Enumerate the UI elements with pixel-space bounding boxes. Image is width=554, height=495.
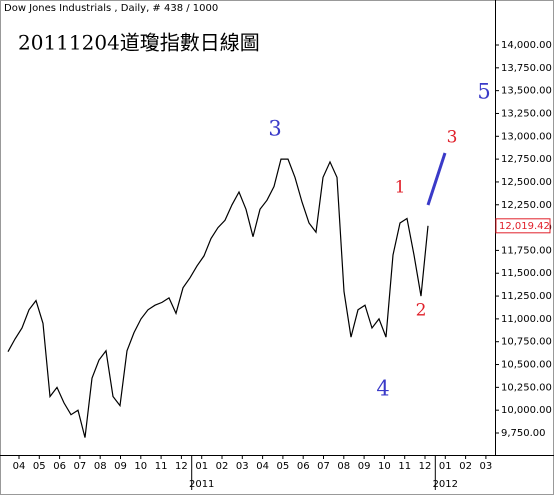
x-tick-label: 02 — [216, 461, 229, 472]
wave-label: 3 — [447, 128, 458, 148]
y-tick-label: 11,500.00 — [501, 268, 552, 279]
x-tick-label: 09 — [114, 461, 127, 472]
x-tick-label: 11 — [155, 461, 168, 472]
x-tick-label: 04 — [256, 461, 269, 472]
y-tick-label: 11,250.00 — [501, 291, 552, 302]
y-tick-label: 12,250.00 — [501, 200, 552, 211]
wave-label: 5 — [477, 80, 490, 104]
x-tick-label: 06 — [297, 461, 310, 472]
y-tick-label: 10,750.00 — [501, 337, 552, 348]
y-tick-label: 10,000.00 — [501, 405, 552, 416]
y-tick-label: 13,250.00 — [501, 108, 552, 119]
x-tick-label: 03 — [236, 461, 249, 472]
x-tick-label: 10 — [378, 461, 391, 472]
x-tick-label: 07 — [74, 461, 87, 472]
x-tick-label: 12 — [175, 461, 188, 472]
x-tick-label: 01 — [439, 461, 452, 472]
x-tick-label: 04 — [13, 461, 26, 472]
y-tick-label: 14,000.00 — [501, 40, 552, 51]
year-label: 2012 — [433, 479, 458, 490]
wave-label: 1 — [395, 178, 406, 198]
y-tick-label: 13,000.00 — [501, 131, 552, 142]
y-tick-label: 13,750.00 — [501, 63, 552, 74]
y-tick-label: 10,500.00 — [501, 360, 552, 371]
y-tick-label: 11,000.00 — [501, 314, 552, 325]
y-tick-label: 11,750.00 — [501, 245, 552, 256]
wave-label: 3 — [268, 117, 281, 141]
wave-label: 2 — [416, 301, 427, 321]
x-tick-label: 05 — [33, 461, 46, 472]
x-tick-label: 05 — [277, 461, 290, 472]
y-tick-label: 9,750.00 — [501, 428, 546, 439]
y-tick-label: 12,500.00 — [501, 177, 552, 188]
x-tick-label: 08 — [94, 461, 107, 472]
y-tick-label: 12,750.00 — [501, 154, 552, 165]
x-tick-label: 08 — [337, 461, 350, 472]
x-tick-label: 12 — [419, 461, 432, 472]
x-tick-label: 01 — [195, 461, 208, 472]
y-tick-label: 10,250.00 — [501, 382, 552, 393]
header: Dow Jones Industrials , Daily, # 438 / 1… — [4, 3, 218, 14]
x-tick-label: 06 — [53, 461, 66, 472]
chart-title: 20111204道瓊指數日線圖 — [18, 31, 260, 55]
price-line — [7, 158, 429, 438]
x-tick-label: 03 — [480, 461, 493, 472]
y-tick-label: 13,500.00 — [501, 86, 552, 97]
x-tick-label: 07 — [317, 461, 330, 472]
year-label: 2011 — [189, 479, 214, 490]
wave-label: 4 — [376, 377, 389, 401]
last-price-box — [495, 218, 551, 234]
wave-arrow — [426, 152, 447, 206]
last-price-label: 12,019.42 — [499, 221, 550, 232]
x-tick-label: 09 — [358, 461, 371, 472]
x-tick-label: 10 — [134, 461, 147, 472]
x-tick-label: 02 — [459, 461, 472, 472]
x-tick-label: 11 — [398, 461, 411, 472]
